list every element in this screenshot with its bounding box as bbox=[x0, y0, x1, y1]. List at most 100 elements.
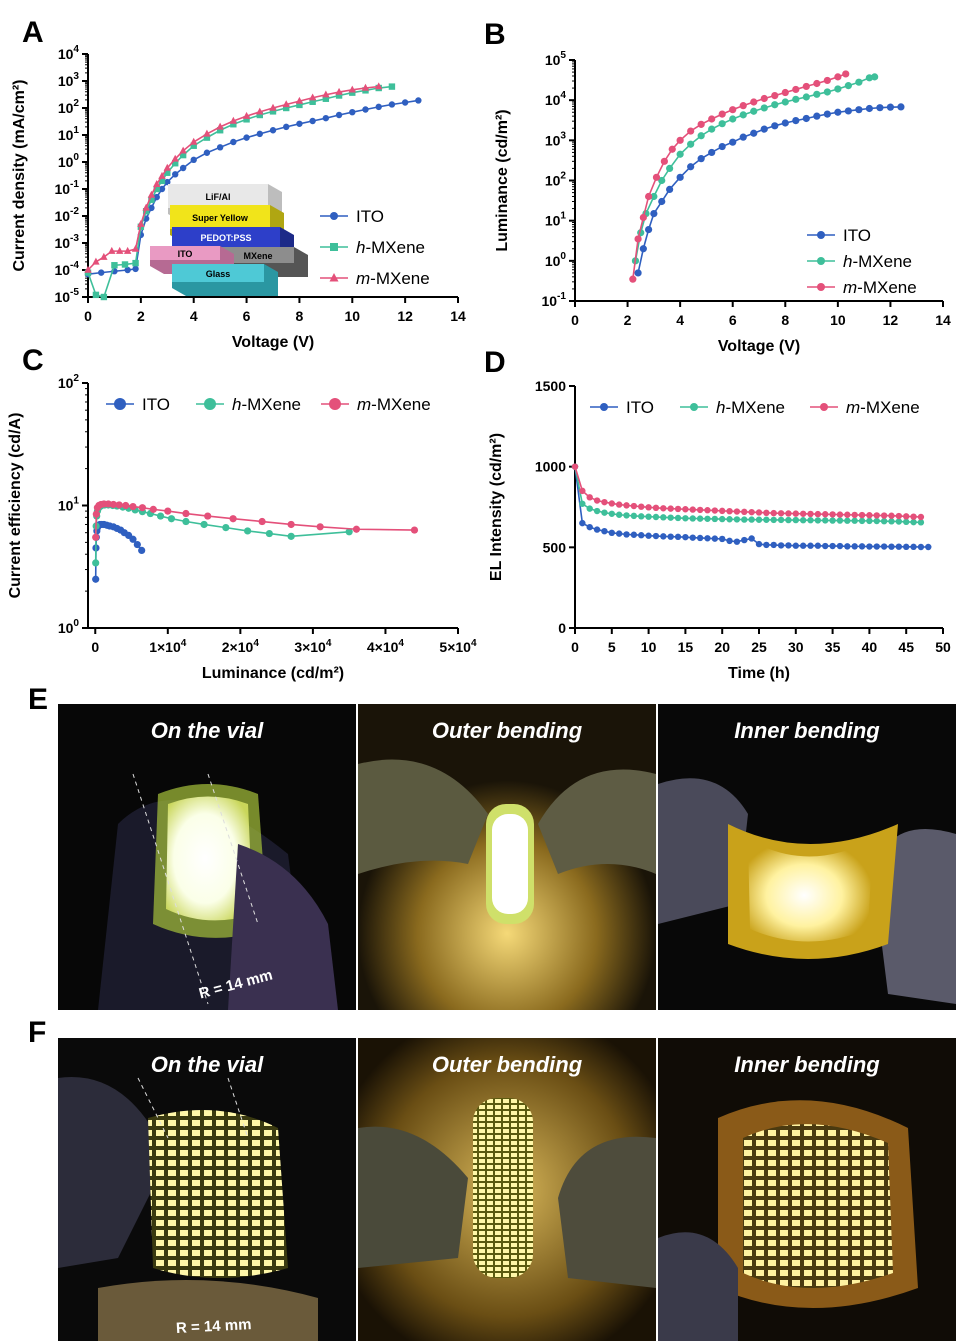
data-point-ITO bbox=[760, 125, 768, 133]
data-point-h-MXene bbox=[822, 517, 829, 524]
data-point-m-MXene bbox=[142, 203, 150, 211]
data-point-h-MXene bbox=[729, 115, 737, 123]
data-point-h-MXene bbox=[203, 134, 211, 141]
data-point-ITO bbox=[148, 204, 155, 212]
legend: ITO h-MXene m-MXene bbox=[106, 395, 431, 414]
x-tick-label: 6 bbox=[729, 312, 737, 328]
data-point-ITO bbox=[296, 120, 303, 127]
data-point-h-MXene bbox=[156, 512, 165, 520]
data-point-m-MXene bbox=[122, 501, 130, 510]
data-point-h-MXene bbox=[755, 516, 763, 523]
data-point-m-MXene bbox=[171, 154, 179, 162]
x-tick-label: 0 bbox=[84, 308, 92, 324]
data-point-ITO bbox=[814, 542, 822, 549]
inset-layer bbox=[168, 184, 268, 208]
data-point-ITO bbox=[696, 534, 704, 542]
legend-label-m-MXene: m-MXene bbox=[843, 278, 917, 297]
series-line-h-MXene bbox=[94, 504, 350, 563]
x-axis-label: Voltage (V) bbox=[232, 334, 314, 351]
data-point-m-MXene bbox=[608, 500, 615, 507]
data-point-h-MXene bbox=[309, 98, 316, 105]
data-point-h-MXene bbox=[760, 104, 768, 112]
data-point-ITO bbox=[133, 540, 141, 549]
data-point-ITO bbox=[777, 542, 785, 549]
x-tick-label: 0 bbox=[571, 639, 579, 655]
data-point-h-MXene bbox=[269, 108, 277, 115]
photo-F-vial: On the vial R = 14 mm bbox=[58, 1038, 356, 1341]
data-point-ITO bbox=[283, 123, 290, 131]
data-point-ITO bbox=[844, 107, 852, 115]
data-point-h-MXene bbox=[615, 511, 623, 518]
data-point-ITO bbox=[829, 542, 836, 550]
data-point-m-MXene bbox=[375, 82, 383, 90]
data-point-m-MXene bbox=[147, 190, 156, 198]
chart-B: B 0 2 4 6 8 10 12 14 10-1 100 101 102 103 104 105 Voltag… bbox=[484, 18, 951, 355]
data-point-m-MXene bbox=[697, 120, 705, 128]
data-point-h-MXene bbox=[92, 291, 100, 299]
data-point-m-MXene bbox=[873, 512, 880, 519]
data-point-m-MXene bbox=[763, 509, 770, 517]
data-point-h-MXene bbox=[222, 524, 230, 532]
inset-layer-label: Super Yellow bbox=[192, 213, 249, 223]
data-point-ITO bbox=[689, 534, 696, 541]
data-point-h-MXene bbox=[696, 515, 704, 522]
data-point-m-MXene bbox=[593, 497, 601, 504]
data-point-m-MXene bbox=[792, 510, 799, 517]
photo-F-inner: Inner bending bbox=[658, 1038, 956, 1341]
data-point-ITO bbox=[630, 531, 638, 538]
x-tick-label: 0 bbox=[91, 639, 99, 655]
data-point-m-MXene bbox=[158, 171, 166, 179]
data-point-m-MXene bbox=[781, 88, 789, 97]
data-point-ITO bbox=[792, 542, 799, 549]
data-point-m-MXene bbox=[799, 510, 807, 517]
data-point-m-MXene bbox=[676, 136, 684, 144]
chart-C: C 0 1×104 2×104 3×104 4×104 5×104 100 101 102 Lumi… bbox=[7, 344, 477, 682]
y-tick-label: 103 bbox=[545, 130, 567, 148]
legend-marker-m-MXene bbox=[329, 273, 339, 282]
data-point-h-MXene bbox=[726, 516, 733, 523]
data-point-m-MXene bbox=[866, 512, 873, 519]
legend-marker-m-MXene bbox=[820, 403, 828, 411]
data-point-h-MXene bbox=[335, 92, 343, 99]
photo-caption: Inner bending bbox=[734, 1052, 880, 1077]
data-point-m-MXene bbox=[802, 82, 810, 91]
x-tick-label: 45 bbox=[898, 639, 914, 655]
data-point-h-MXene bbox=[100, 293, 108, 301]
data-point-m-MXene bbox=[755, 509, 763, 516]
legend-label-h-MXene: h-MXene bbox=[716, 398, 785, 417]
data-point-ITO bbox=[855, 106, 863, 114]
inset-layer-label: ITO bbox=[178, 249, 193, 259]
data-point-m-MXene bbox=[153, 180, 161, 187]
data-point-m-MXene bbox=[639, 213, 647, 222]
data-point-ITO bbox=[822, 542, 829, 550]
legend-marker-ITO bbox=[114, 398, 126, 410]
data-point-ITO bbox=[216, 144, 224, 151]
data-point-ITO bbox=[650, 209, 658, 218]
data-point-ITO bbox=[658, 197, 666, 206]
data-point-ITO bbox=[608, 529, 615, 537]
data-point-ITO bbox=[903, 543, 910, 551]
x-axis-label: Voltage (V) bbox=[718, 338, 800, 355]
data-point-m-MXene bbox=[741, 508, 748, 516]
data-point-h-MXene bbox=[158, 177, 166, 185]
data-point-ITO bbox=[844, 543, 851, 550]
data-point-m-MXene bbox=[115, 501, 123, 509]
y-tick-label: 101 bbox=[58, 125, 80, 143]
data-point-m-MXene bbox=[895, 512, 903, 520]
data-point-ITO bbox=[880, 543, 888, 550]
data-point-ITO bbox=[897, 103, 905, 111]
data-point-ITO bbox=[666, 185, 674, 194]
data-point-h-MXene bbox=[718, 120, 726, 128]
data-point-h-MXene bbox=[739, 111, 747, 119]
data-point-h-MXene bbox=[164, 169, 171, 176]
data-point-ITO bbox=[925, 543, 932, 551]
y-tick-label: 10-2 bbox=[54, 206, 79, 224]
data-point-m-MXene bbox=[282, 100, 290, 108]
data-point-m-MXene bbox=[842, 70, 850, 78]
photo-row-E: On the vial R = 14 mm Outer bending bbox=[58, 704, 956, 1010]
x-tick-label: 50 bbox=[935, 639, 951, 655]
data-point-m-MXene bbox=[822, 511, 829, 518]
data-point-h-MXene bbox=[880, 517, 888, 525]
data-point-ITO bbox=[362, 106, 369, 113]
